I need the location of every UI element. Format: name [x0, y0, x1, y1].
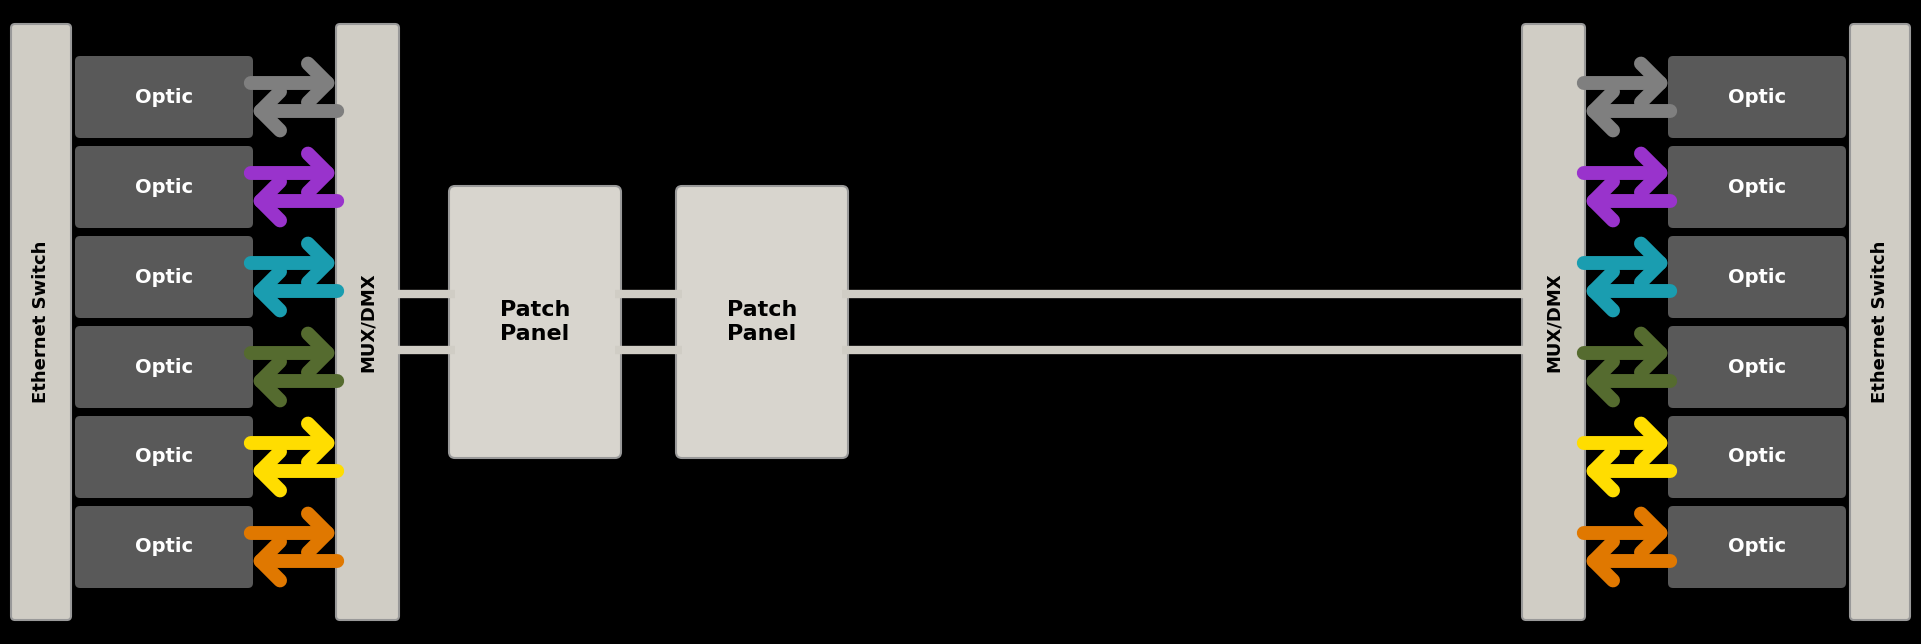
Text: Optic: Optic	[134, 267, 194, 287]
FancyBboxPatch shape	[1667, 236, 1846, 318]
FancyBboxPatch shape	[1667, 146, 1846, 228]
Text: Optic: Optic	[1727, 448, 1787, 466]
Text: Optic: Optic	[1727, 178, 1787, 196]
FancyBboxPatch shape	[1667, 416, 1846, 498]
Text: Optic: Optic	[1727, 88, 1787, 106]
Text: Optic: Optic	[134, 178, 194, 196]
FancyBboxPatch shape	[75, 146, 254, 228]
Text: Patch
Panel: Patch Panel	[726, 300, 797, 344]
Text: Optic: Optic	[134, 538, 194, 556]
FancyBboxPatch shape	[75, 326, 254, 408]
Text: Ethernet Switch: Ethernet Switch	[1871, 241, 1888, 403]
FancyBboxPatch shape	[336, 24, 400, 620]
Text: Optic: Optic	[134, 88, 194, 106]
Text: Optic: Optic	[1727, 267, 1787, 287]
FancyBboxPatch shape	[1667, 506, 1846, 588]
FancyBboxPatch shape	[75, 506, 254, 588]
FancyBboxPatch shape	[1667, 326, 1846, 408]
FancyBboxPatch shape	[1521, 24, 1585, 620]
FancyBboxPatch shape	[676, 186, 847, 458]
Text: Optic: Optic	[134, 357, 194, 377]
Text: Optic: Optic	[1727, 538, 1787, 556]
Text: Patch
Panel: Patch Panel	[499, 300, 571, 344]
FancyBboxPatch shape	[12, 24, 71, 620]
FancyBboxPatch shape	[75, 416, 254, 498]
FancyBboxPatch shape	[450, 186, 620, 458]
FancyBboxPatch shape	[1667, 56, 1846, 138]
Text: MUX/DMX: MUX/DMX	[359, 272, 377, 372]
FancyBboxPatch shape	[1850, 24, 1909, 620]
Text: MUX/DMX: MUX/DMX	[1544, 272, 1562, 372]
Text: Ethernet Switch: Ethernet Switch	[33, 241, 50, 403]
Text: Optic: Optic	[134, 448, 194, 466]
FancyBboxPatch shape	[75, 236, 254, 318]
FancyBboxPatch shape	[75, 56, 254, 138]
Text: Optic: Optic	[1727, 357, 1787, 377]
